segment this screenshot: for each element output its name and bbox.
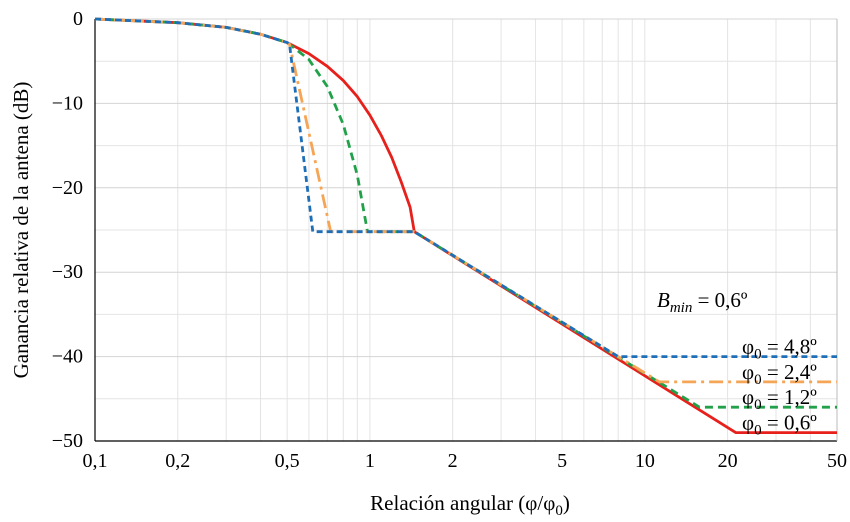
- x-tick-label: 0,5: [275, 450, 300, 472]
- y-tick-label: −10: [52, 92, 83, 114]
- y-tick-label: −40: [52, 346, 83, 368]
- annotation-rest: = 0,6º: [692, 288, 748, 312]
- y-tick-label: −30: [52, 261, 83, 283]
- x-tick-label: 5: [557, 450, 567, 472]
- x-tick-label: 0,1: [83, 450, 108, 472]
- y-tick-label: −50: [52, 430, 83, 452]
- tick-labels: 0,1 0,2 0,5 1 2 5 10 20 50 0 −10 −20 −30 −40 −50: [52, 8, 847, 472]
- series-line: [94, 17, 837, 359]
- series-label: φ0 = 1,2º: [742, 385, 817, 413]
- series-line: [94, 17, 837, 435]
- x-tick-label: 20: [718, 450, 738, 472]
- x-axis-label-end: ): [563, 491, 570, 515]
- grid: [94, 18, 838, 442]
- x-tick-label: 1: [365, 450, 375, 472]
- x-axis-label: Relación angular (φ/φ0): [370, 491, 570, 519]
- y-axis-label: Ganancia relativa de la antena (dB): [9, 82, 33, 379]
- annotation-base: B: [657, 288, 670, 312]
- bmin-annotation: Bmin = 0,6º: [657, 288, 748, 316]
- y-tick-label: −20: [52, 177, 83, 199]
- series-label: φ0 = 4,8º: [742, 335, 817, 363]
- x-tick-label: 10: [635, 450, 655, 472]
- series-line: [94, 17, 837, 409]
- y-tick-label: 0: [73, 8, 83, 30]
- series-lines: [94, 17, 837, 435]
- series-label: φ0 = 0,6º: [742, 411, 817, 439]
- axes: [94, 19, 838, 442]
- x-axis-label-sub: 0: [555, 503, 563, 519]
- x-tick-label: 50: [827, 450, 847, 472]
- series-line: [94, 17, 837, 384]
- x-axis-label-main: Relación angular (φ/φ: [370, 491, 555, 515]
- annotation-sub: min: [670, 300, 693, 316]
- x-tick-label: 2: [448, 450, 458, 472]
- x-tick-label: 0,2: [165, 450, 190, 472]
- series-label: φ0 = 2,4º: [742, 360, 817, 388]
